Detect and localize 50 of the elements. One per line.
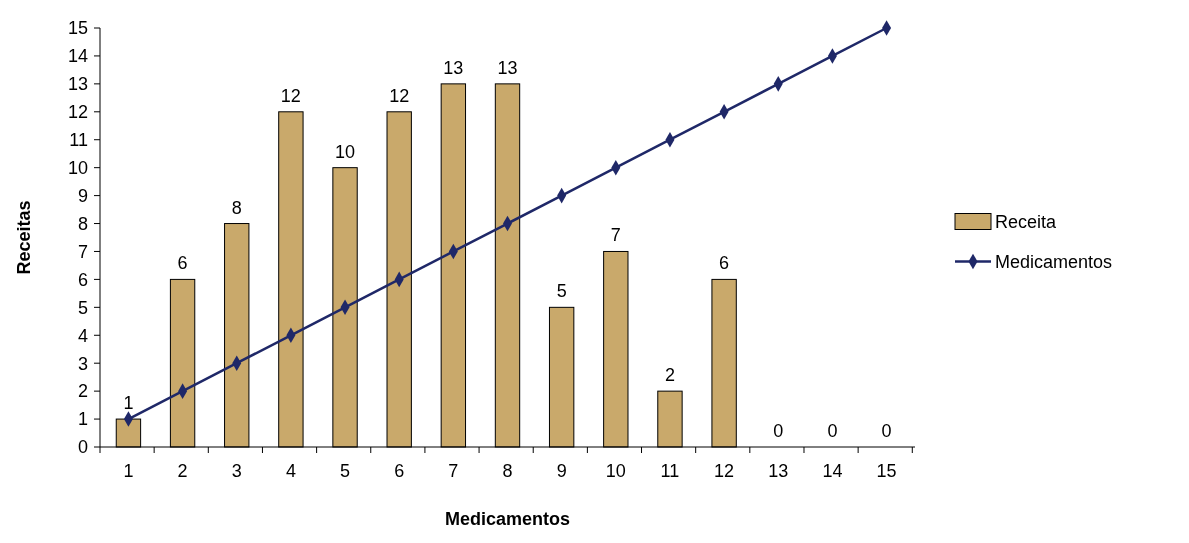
data-label: 0 xyxy=(827,421,838,441)
data-label: 12 xyxy=(389,85,410,106)
legend-label: Medicamentos xyxy=(995,251,1113,272)
x-tick-label: 5 xyxy=(340,461,351,481)
x-tick-label: 12 xyxy=(714,461,735,481)
data-label: 1 xyxy=(123,393,134,414)
y-axis-title: Receitas xyxy=(14,200,34,275)
data-label: 0 xyxy=(881,421,892,441)
y-tick-label: 9 xyxy=(77,185,88,206)
x-tick-label: 15 xyxy=(876,461,897,481)
data-label: 10 xyxy=(335,141,356,162)
x-tick-label: 3 xyxy=(231,461,242,481)
data-label: 13 xyxy=(497,57,518,78)
x-tick-label: 11 xyxy=(660,461,680,481)
data-label: 8 xyxy=(231,197,242,218)
legend-label: Receita xyxy=(995,211,1058,232)
data-label: 5 xyxy=(556,281,567,302)
y-tick-label: 5 xyxy=(77,297,88,318)
data-label: 6 xyxy=(177,253,188,274)
data-label: 6 xyxy=(719,253,730,274)
x-tick-label: 1 xyxy=(123,461,134,481)
x-tick-label: 13 xyxy=(768,461,789,481)
x-tick-label: 8 xyxy=(502,461,513,481)
y-tick-label: 14 xyxy=(67,46,88,67)
y-tick-label: 13 xyxy=(67,74,88,95)
y-tick-label: 8 xyxy=(77,213,88,234)
x-tick-label: 10 xyxy=(605,461,626,481)
x-tick-label: 6 xyxy=(394,461,405,481)
x-axis-title: Medicamentos xyxy=(444,509,571,529)
x-tick-label: 9 xyxy=(556,461,567,481)
data-label: 2 xyxy=(664,365,675,386)
x-tick-label: 14 xyxy=(822,461,843,481)
y-tick-label: 7 xyxy=(77,241,88,262)
data-label: 0 xyxy=(773,421,784,441)
y-tick-label: 6 xyxy=(77,269,88,290)
y-tick-label: 3 xyxy=(77,353,88,374)
y-tick-label: 10 xyxy=(67,157,88,178)
y-tick-label: 12 xyxy=(67,102,88,123)
x-tick-label: 7 xyxy=(448,461,459,481)
y-tick-label: 1 xyxy=(77,409,88,430)
y-tick-label: 11 xyxy=(69,130,88,151)
data-label: 13 xyxy=(443,57,464,78)
x-tick-label: 2 xyxy=(177,461,188,481)
data-label: 12 xyxy=(280,85,301,106)
y-tick-label: 15 xyxy=(67,18,88,39)
data-label: 7 xyxy=(610,225,621,246)
x-tick-label: 4 xyxy=(285,461,296,481)
y-tick-label: 2 xyxy=(77,381,88,402)
y-tick-label: 4 xyxy=(77,325,88,346)
y-tick-label: 0 xyxy=(77,437,88,458)
